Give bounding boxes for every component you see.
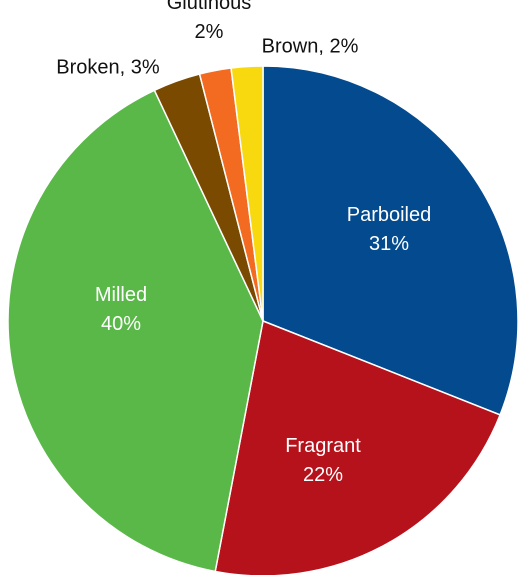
slice-label: Milled (95, 284, 147, 306)
slice-label: Broken, 3% (56, 56, 160, 78)
slice-label: 31% (369, 233, 409, 255)
slice-label: Parboiled (347, 204, 432, 226)
slice-label: 40% (101, 313, 141, 335)
pie-slice (230, 65, 264, 322)
slice-label: Fragrant (285, 435, 361, 457)
pie-slice (214, 319, 502, 575)
slice-label: Glutinous (167, 0, 252, 14)
pie-slice (7, 89, 264, 573)
slice-label: Brown, 2% (262, 35, 359, 57)
slice-label: 2% (195, 21, 224, 43)
pie-slice (262, 65, 519, 416)
slice-label: 22% (303, 464, 343, 486)
